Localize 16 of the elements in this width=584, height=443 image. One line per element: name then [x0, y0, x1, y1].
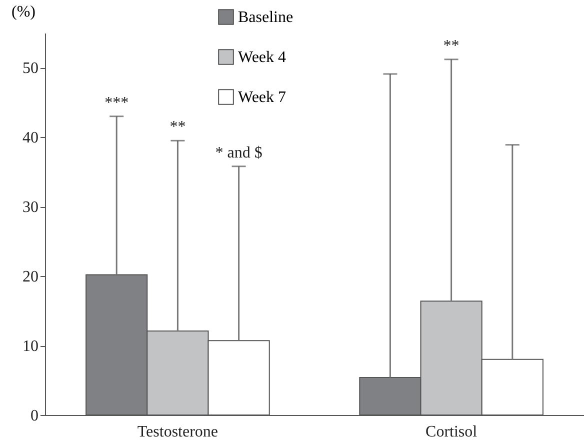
- y-tick-label: 30: [22, 199, 38, 216]
- annotation: ***: [104, 94, 129, 112]
- legend-label: Baseline: [238, 9, 294, 26]
- y-tick-label: 50: [22, 60, 38, 78]
- y-tick-label: 0: [30, 408, 38, 424]
- annotation: **: [170, 118, 186, 136]
- annotation: * and $: [215, 144, 262, 162]
- annotation: **: [443, 37, 460, 54]
- y-tick-label: 20: [22, 268, 38, 286]
- y-tick-label: 10: [22, 338, 38, 356]
- y-tick-label: 40: [22, 130, 38, 147]
- legend-label: Week 4: [238, 49, 286, 66]
- x-tick-label: Cortisol: [426, 424, 478, 440]
- y-axis-title: (%): [12, 4, 36, 20]
- x-tick-label: Testosterone: [137, 424, 218, 440]
- legend-label: Week 7: [238, 89, 286, 106]
